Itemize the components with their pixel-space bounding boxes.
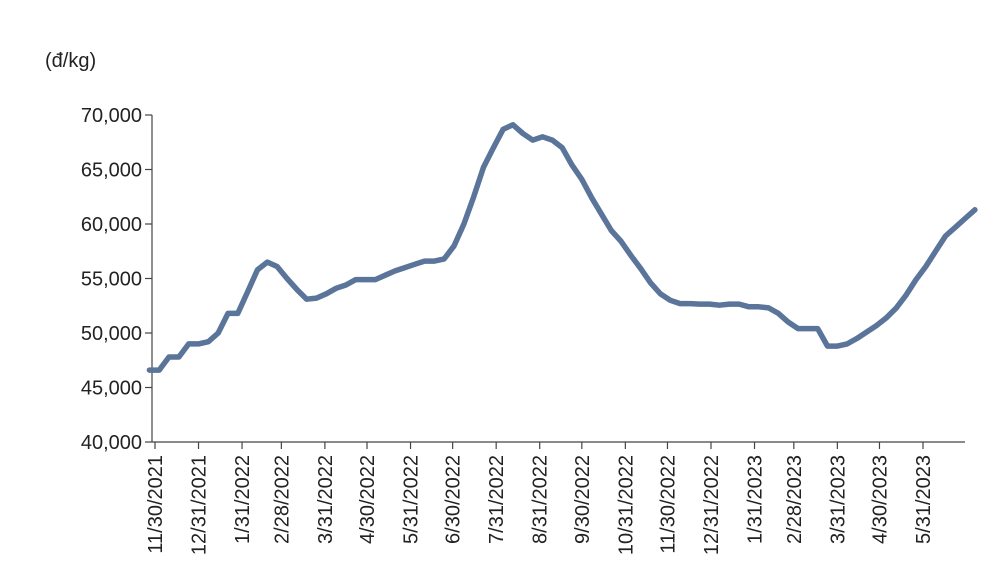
- series-layer: [146, 122, 978, 373]
- y-tick-label: 50,000: [81, 323, 142, 345]
- y-tick-label: 45,000: [81, 378, 142, 400]
- x-tick-label: 5/31/2022: [401, 455, 423, 544]
- y-tick-label: 65,000: [81, 160, 142, 182]
- x-tick-label: 3/31/2022: [315, 455, 337, 544]
- x-axis: 11/30/2021 12/31/2021 1/31/2022 2/28/2022 3/…: [145, 441, 965, 555]
- x-tick-label: 4/30/2023: [869, 455, 891, 544]
- x-tick-label: 4/30/2022: [357, 455, 379, 544]
- x-tick-label: 11/30/2021: [145, 455, 167, 554]
- y-tick-label: 55,000: [81, 269, 142, 291]
- x-tick-label: 10/31/2022: [615, 455, 637, 555]
- y-tick-label: 40,000: [81, 432, 142, 454]
- y-unit-label: (đ/kg): [45, 50, 96, 72]
- x-tick-label: 12/31/2022: [701, 455, 723, 555]
- x-tick-label: 3/31/2023: [827, 455, 849, 544]
- x-tick-label: 12/31/2021: [189, 455, 211, 555]
- x-tick-label: 2/28/2023: [784, 455, 806, 544]
- x-tick-label: 2/28/2022: [271, 455, 293, 544]
- x-tick-label: 6/30/2022: [443, 455, 465, 544]
- x-tick-label: 5/31/2023: [913, 455, 935, 544]
- y-tick-label: 60,000: [81, 214, 142, 236]
- x-tick-label: 9/30/2022: [572, 455, 594, 544]
- x-tick-label: 1/31/2022: [232, 455, 254, 544]
- x-tick-label: 8/31/2022: [530, 455, 552, 544]
- y-tick-label: 70,000: [81, 105, 142, 127]
- x-tick-label: 11/30/2022: [657, 455, 679, 554]
- y-axis: 40,000 45,000 50,000 55,000 60,000 65,000 70,0…: [81, 105, 153, 454]
- x-tick-label: 7/31/2022: [486, 455, 508, 544]
- series-line: [146, 122, 978, 373]
- x-tick-label: 1/31/2023: [745, 455, 767, 544]
